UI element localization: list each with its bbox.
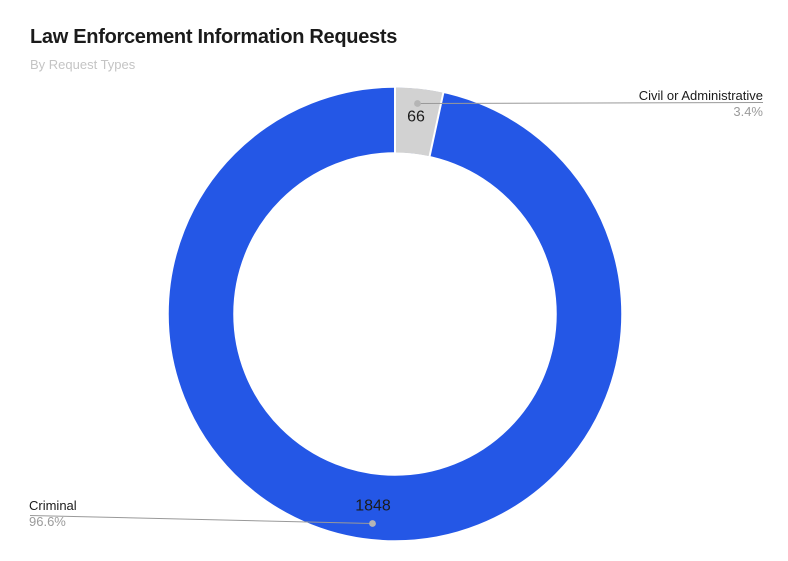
slice-criminal[interactable]	[168, 87, 622, 541]
callout-criminal: Criminal 96.6%	[29, 498, 77, 530]
leader-line-civil	[417, 102, 764, 104]
callout-civil: Civil or Administrative 3.4%	[639, 88, 763, 120]
callout-criminal-label: Criminal	[29, 498, 77, 513]
slice-civil[interactable]	[395, 87, 444, 157]
slice-separator	[428, 91, 445, 157]
chart-subtitle: By Request Types	[30, 57, 136, 72]
leader-dot-criminal	[369, 520, 376, 527]
callout-criminal-percent: 96.6%	[29, 514, 66, 529]
slice-value-civil: 66	[407, 109, 425, 126]
leader-dot-civil	[414, 100, 421, 107]
slice-value-criminal: 1848	[355, 498, 391, 515]
chart-title: Law Enforcement Information Requests	[30, 26, 398, 48]
callout-civil-percent: 3.4%	[733, 104, 763, 119]
leader-line-criminal	[29, 515, 373, 524]
callout-civil-label: Civil or Administrative	[638, 88, 763, 103]
